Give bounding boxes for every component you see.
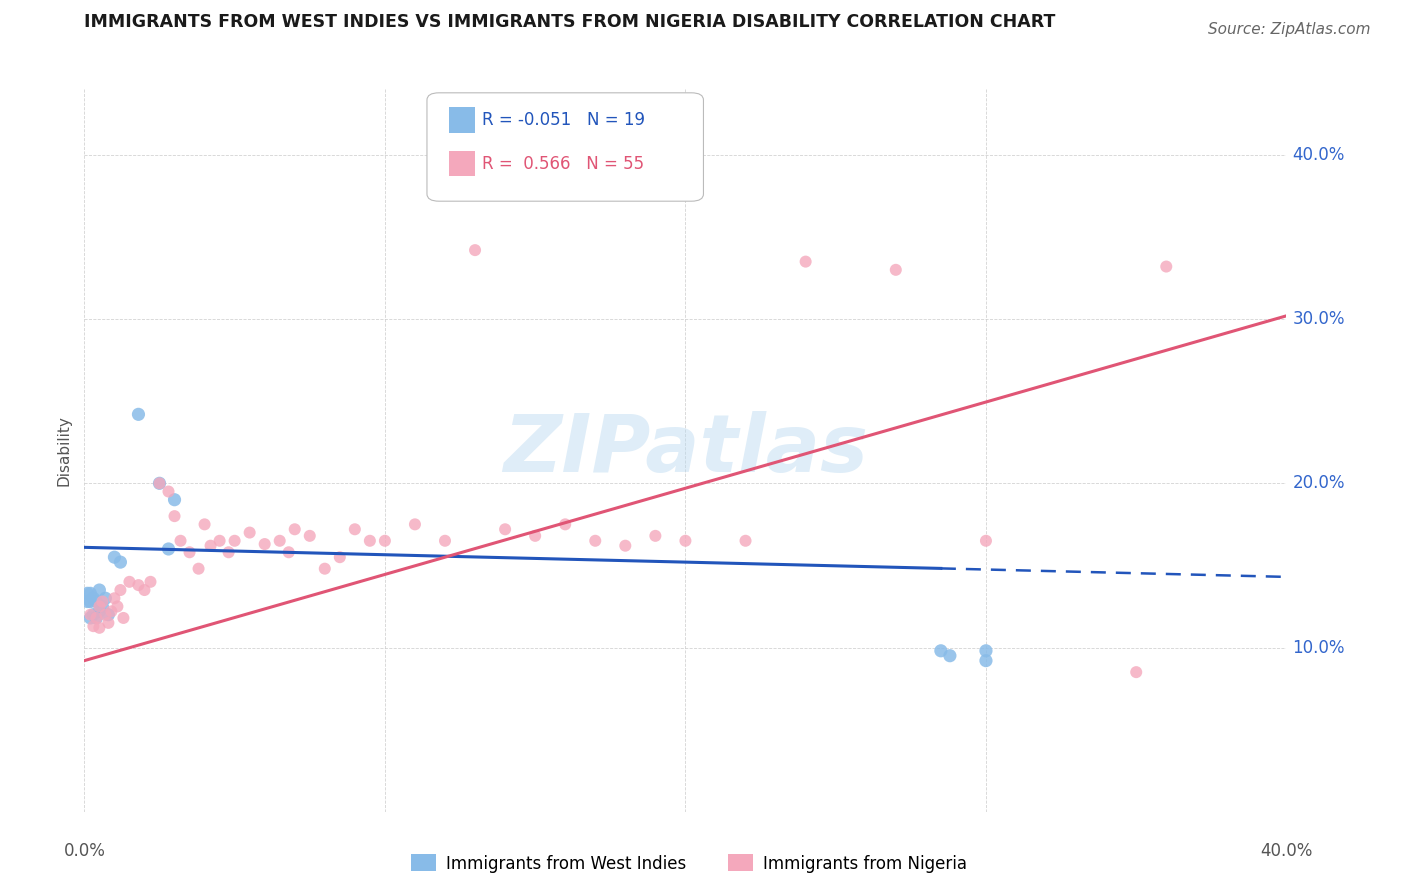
Text: 40.0%: 40.0%: [1260, 842, 1313, 860]
Point: [103, 550, 125, 565]
Point: [169, 533, 191, 548]
Point: [157, 541, 180, 556]
Text: R = -0.051   N = 19: R = -0.051 N = 19: [482, 112, 645, 129]
Point: [89, 582, 111, 597]
Point: [374, 533, 396, 548]
Point: [118, 574, 141, 589]
Point: [82, 607, 104, 622]
Point: [89, 621, 111, 635]
Text: Source: ZipAtlas.com: Source: ZipAtlas.com: [1208, 22, 1371, 37]
Point: [157, 484, 180, 499]
Point: [76, 586, 98, 600]
Point: [89, 599, 111, 614]
Point: [79, 586, 101, 600]
Point: [277, 545, 299, 559]
Point: [224, 533, 246, 548]
Point: [100, 604, 122, 618]
Point: [103, 591, 125, 606]
Point: [194, 517, 217, 532]
Point: [200, 539, 222, 553]
Point: [464, 243, 486, 257]
Point: [112, 611, 135, 625]
Point: [179, 545, 201, 559]
Point: [494, 522, 516, 536]
Text: IMMIGRANTS FROM WEST INDIES VS IMMIGRANTS FROM NIGERIA DISABILITY CORRELATION CH: IMMIGRANTS FROM WEST INDIES VS IMMIGRANT…: [84, 13, 1056, 31]
Point: [163, 509, 186, 524]
Point: [148, 476, 170, 491]
Point: [644, 529, 666, 543]
Point: [239, 525, 262, 540]
Point: [208, 533, 231, 548]
Point: [187, 562, 209, 576]
Point: [974, 654, 997, 668]
Point: [79, 594, 101, 608]
Point: [97, 615, 120, 630]
Point: [253, 537, 276, 551]
Text: 0.0%: 0.0%: [63, 842, 105, 860]
FancyBboxPatch shape: [427, 93, 703, 202]
Point: [94, 607, 117, 622]
Text: 30.0%: 30.0%: [1292, 310, 1346, 328]
Point: [929, 644, 952, 658]
Point: [110, 582, 132, 597]
Point: [82, 619, 104, 633]
Point: [1156, 260, 1178, 274]
Point: [89, 604, 111, 618]
Point: [329, 550, 352, 565]
Point: [614, 539, 637, 553]
Point: [134, 582, 156, 597]
Point: [86, 611, 108, 625]
Point: [974, 533, 997, 548]
Text: 40.0%: 40.0%: [1292, 146, 1346, 164]
Point: [127, 578, 149, 592]
Point: [91, 594, 114, 608]
Point: [127, 407, 149, 421]
Point: [86, 594, 108, 608]
Point: [269, 533, 291, 548]
Point: [139, 574, 162, 589]
Point: [1125, 665, 1147, 680]
Point: [148, 476, 170, 491]
Point: [974, 644, 997, 658]
Y-axis label: Disability: Disability: [56, 415, 72, 486]
Point: [163, 492, 186, 507]
Legend: Immigrants from West Indies, Immigrants from Nigeria: Immigrants from West Indies, Immigrants …: [405, 847, 973, 880]
Point: [343, 522, 366, 536]
Bar: [449, 107, 475, 133]
Point: [554, 517, 576, 532]
Point: [86, 611, 108, 625]
Text: ZIPatlas: ZIPatlas: [503, 411, 868, 490]
Point: [97, 607, 120, 622]
Point: [91, 599, 114, 614]
Point: [939, 648, 962, 663]
Point: [404, 517, 426, 532]
Text: 20.0%: 20.0%: [1292, 475, 1346, 492]
Point: [434, 533, 457, 548]
Bar: [449, 151, 475, 176]
Point: [79, 611, 101, 625]
Point: [884, 262, 907, 277]
Point: [218, 545, 240, 559]
Point: [82, 591, 104, 606]
Point: [110, 555, 132, 569]
Point: [583, 533, 606, 548]
Point: [794, 254, 817, 268]
Point: [734, 533, 756, 548]
Point: [79, 607, 101, 622]
Point: [298, 529, 321, 543]
Point: [284, 522, 307, 536]
Text: 10.0%: 10.0%: [1292, 639, 1346, 657]
Point: [76, 594, 98, 608]
Text: R =  0.566   N = 55: R = 0.566 N = 55: [482, 154, 644, 173]
Point: [314, 562, 336, 576]
Point: [524, 529, 547, 543]
Point: [675, 533, 697, 548]
Point: [94, 591, 117, 606]
Point: [107, 599, 129, 614]
Point: [359, 533, 381, 548]
